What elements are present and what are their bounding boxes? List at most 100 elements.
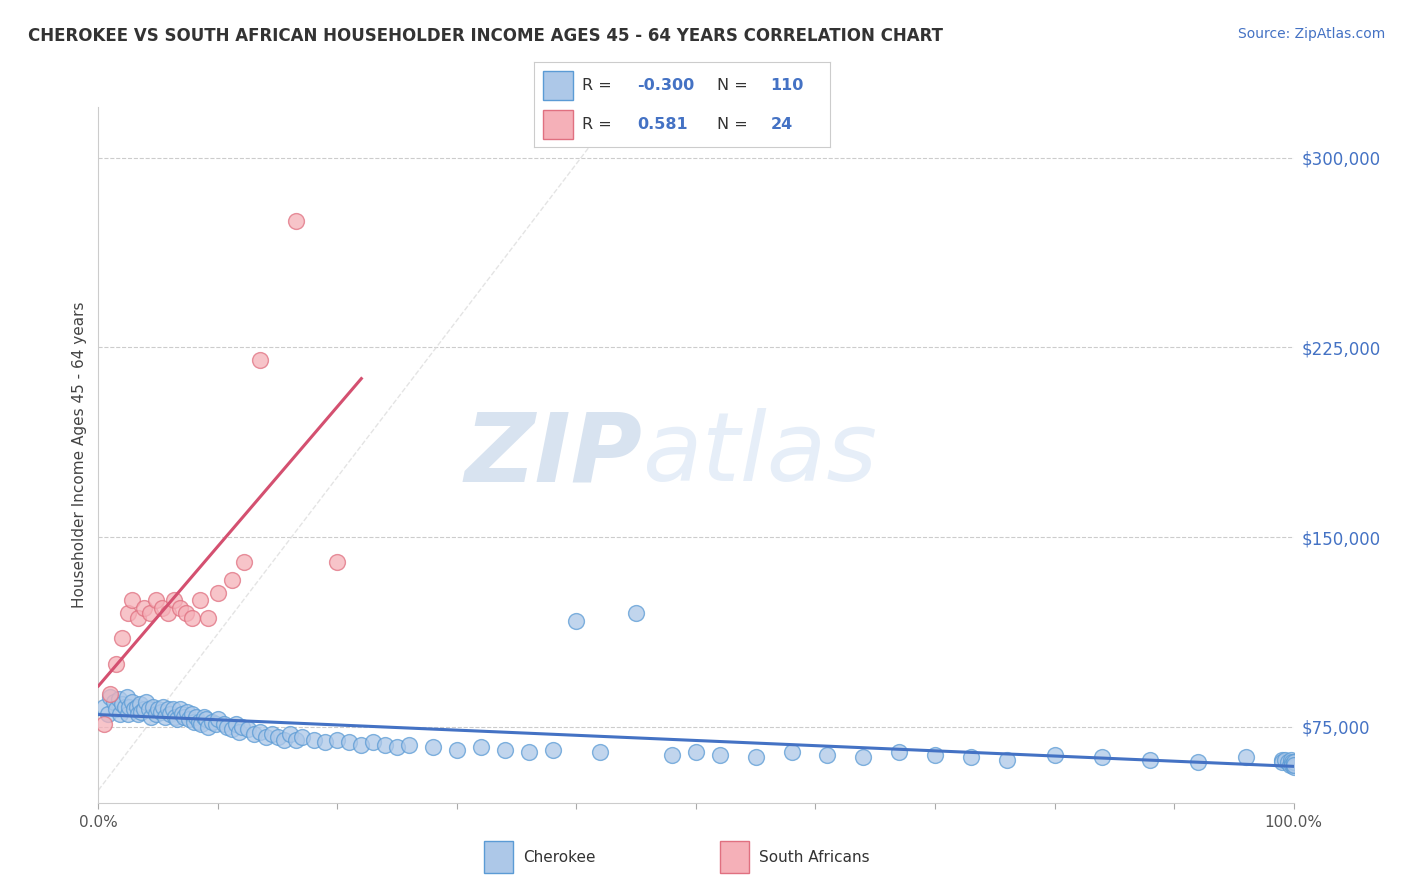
Point bbox=[172, 707, 194, 722]
Point bbox=[626, 606, 648, 620]
Text: Source: ZipAtlas.com: Source: ZipAtlas.com bbox=[1237, 27, 1385, 41]
Point bbox=[176, 705, 198, 719]
Point bbox=[125, 699, 148, 714]
Point bbox=[127, 611, 149, 625]
Point bbox=[1091, 750, 1114, 764]
Text: N =: N = bbox=[717, 117, 748, 132]
Point bbox=[117, 606, 139, 620]
Point bbox=[1279, 753, 1302, 767]
Point bbox=[1282, 756, 1305, 770]
Point bbox=[114, 699, 136, 714]
Point bbox=[139, 606, 162, 620]
Point bbox=[180, 611, 202, 625]
Point bbox=[183, 714, 205, 729]
Point bbox=[398, 738, 420, 752]
Point bbox=[1271, 756, 1294, 770]
Point bbox=[111, 697, 134, 711]
Point bbox=[121, 593, 143, 607]
Bar bbox=[720, 841, 749, 873]
Point bbox=[207, 586, 229, 600]
Point bbox=[156, 606, 179, 620]
Point bbox=[207, 712, 229, 726]
Point bbox=[162, 702, 184, 716]
Point bbox=[589, 745, 612, 759]
Point bbox=[1281, 756, 1303, 770]
Point bbox=[385, 740, 409, 755]
Point bbox=[139, 710, 162, 724]
Point bbox=[995, 753, 1018, 767]
Point bbox=[745, 750, 768, 764]
Point bbox=[1271, 753, 1294, 767]
Point bbox=[163, 593, 186, 607]
Point bbox=[93, 717, 115, 731]
Point bbox=[1277, 756, 1299, 770]
Text: South Africans: South Africans bbox=[759, 850, 870, 864]
Point bbox=[284, 214, 307, 228]
Text: 0.581: 0.581 bbox=[638, 117, 689, 132]
Point bbox=[315, 735, 337, 749]
Point bbox=[212, 717, 235, 731]
Point bbox=[131, 705, 153, 719]
Text: 110: 110 bbox=[770, 78, 804, 93]
Point bbox=[339, 735, 360, 749]
Point bbox=[302, 732, 325, 747]
Point bbox=[1281, 757, 1303, 772]
Point bbox=[1043, 747, 1066, 762]
Point bbox=[924, 747, 946, 762]
Point bbox=[129, 697, 152, 711]
Point bbox=[1187, 756, 1209, 770]
Point bbox=[661, 747, 683, 762]
Point bbox=[105, 702, 128, 716]
Point bbox=[517, 745, 540, 759]
Point bbox=[107, 692, 129, 706]
Text: R =: R = bbox=[582, 78, 612, 93]
Point bbox=[179, 712, 201, 726]
Point bbox=[152, 699, 174, 714]
Point bbox=[145, 707, 167, 722]
Point bbox=[166, 712, 188, 726]
Point bbox=[111, 632, 134, 646]
Point bbox=[180, 707, 202, 722]
Text: N =: N = bbox=[717, 78, 748, 93]
Point bbox=[148, 702, 170, 716]
Point bbox=[204, 717, 226, 731]
Point bbox=[260, 727, 283, 741]
Text: 24: 24 bbox=[770, 117, 793, 132]
Point bbox=[326, 556, 349, 570]
Point bbox=[150, 601, 173, 615]
Point bbox=[135, 695, 157, 709]
Point bbox=[190, 717, 212, 731]
Point bbox=[470, 740, 492, 755]
Point bbox=[249, 353, 271, 368]
Text: ZIP: ZIP bbox=[464, 409, 643, 501]
Point bbox=[163, 710, 186, 724]
Point bbox=[217, 720, 239, 734]
Point bbox=[541, 742, 564, 756]
Point bbox=[273, 732, 295, 747]
Point bbox=[494, 742, 516, 756]
Point bbox=[117, 707, 139, 722]
Text: Cherokee: Cherokee bbox=[523, 850, 596, 864]
Point bbox=[197, 611, 219, 625]
Point bbox=[188, 593, 211, 607]
Point bbox=[187, 714, 209, 729]
Point bbox=[231, 720, 253, 734]
Y-axis label: Householder Income Ages 45 - 64 years: Householder Income Ages 45 - 64 years bbox=[72, 301, 87, 608]
Point bbox=[142, 699, 165, 714]
Point bbox=[97, 707, 120, 722]
Point bbox=[267, 730, 290, 744]
Point bbox=[124, 702, 146, 716]
Point bbox=[173, 710, 195, 724]
Text: -0.300: -0.300 bbox=[638, 78, 695, 93]
Point bbox=[197, 720, 219, 734]
Text: atlas: atlas bbox=[643, 409, 877, 501]
Point bbox=[1274, 753, 1296, 767]
Point bbox=[1139, 753, 1161, 767]
Point bbox=[243, 727, 266, 741]
Point bbox=[155, 710, 177, 724]
Point bbox=[115, 690, 138, 704]
Point bbox=[138, 702, 160, 716]
Point bbox=[98, 687, 122, 701]
Point bbox=[363, 735, 385, 749]
Point bbox=[118, 699, 141, 714]
